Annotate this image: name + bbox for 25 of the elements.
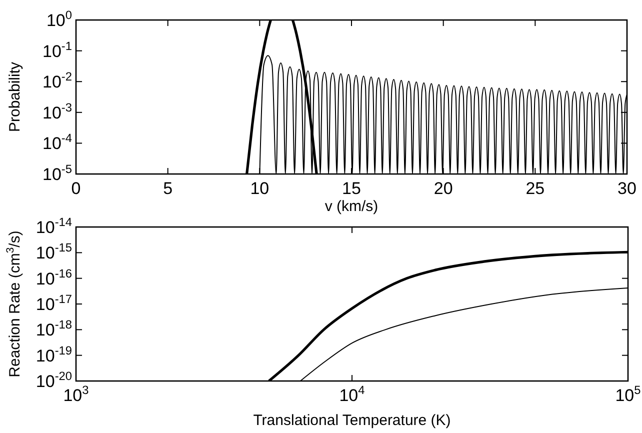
y-axis-title: Probability (6, 61, 24, 132)
y-tick-label: 10$^{-1}$ (42, 38, 72, 61)
x-axis-title: Translational Temperature (K) (253, 412, 451, 429)
y-tick-label: 10$^{-18}$ (36, 318, 72, 340)
x-tick-label: 10$^{4}$ (339, 383, 366, 405)
x-tick-label: 20 (434, 179, 453, 198)
y-tick-label: 10$^{-4}$ (42, 131, 72, 154)
x-tick-label: 10$^{5}$ (615, 383, 642, 405)
y-tick-label: 10$^{-19}$ (36, 343, 72, 366)
x-tick-label: 25 (526, 179, 545, 198)
x-tick-label: 15 (342, 179, 361, 198)
y-tick-label: 10$^{-17}$ (36, 292, 72, 314)
y-tick-label: 10$^{-3}$ (42, 100, 72, 122)
x-tick-label: 10$^{3}$ (63, 383, 90, 405)
y-tick-label: 10$^{-15}$ (36, 240, 72, 263)
y-tick-label: 10$^{-16}$ (36, 266, 72, 288)
x-tick-label: 10 (250, 179, 270, 198)
x-tick-label: 0 (71, 179, 81, 198)
x-tick-label: 5 (163, 179, 173, 198)
y-tick-label: 10$^{-14}$ (36, 215, 72, 237)
x-axis-title: v (km/s) (324, 198, 378, 215)
x-tick-label: 30 (618, 179, 636, 198)
y-tick-label: 10$^{-2}$ (42, 70, 72, 92)
y-tick-label: 10$^{0}$ (46, 8, 72, 30)
y-tick-label: 10$^{-5}$ (42, 162, 72, 184)
